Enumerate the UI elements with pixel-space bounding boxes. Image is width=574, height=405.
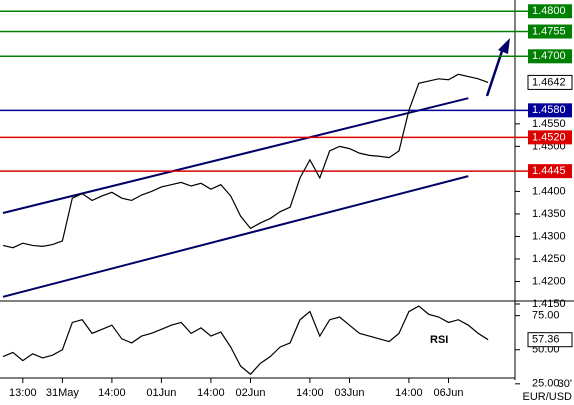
x-tick-label: 06Jun xyxy=(434,387,464,399)
rsi-title: RSI xyxy=(430,334,448,346)
y-tick-label: 1.4400 xyxy=(532,185,566,197)
level-label: 1.4445 xyxy=(532,165,566,177)
x-tick-label: 31May xyxy=(46,387,80,399)
price-line xyxy=(2,305,489,376)
level-box xyxy=(528,24,572,39)
y-tick-label: 1.4250 xyxy=(532,253,566,265)
last-box xyxy=(527,74,573,90)
timeframe: 30' xyxy=(558,378,572,390)
last-label: 1.4642 xyxy=(532,76,566,88)
price-line xyxy=(2,73,489,249)
channel-line xyxy=(2,175,469,298)
x-tick-label: 14:00 xyxy=(296,387,324,399)
x-tick-label: 13:00 xyxy=(9,387,37,399)
y-tick-label: 1.4350 xyxy=(532,208,566,220)
level-label: 1.4800 xyxy=(532,5,566,17)
level-label: 1.4520 xyxy=(532,131,566,143)
symbol: EUR/USD xyxy=(522,391,572,403)
x-tick-label: 01Jun xyxy=(146,387,176,399)
level-box xyxy=(528,4,572,19)
x-tick-label: 14:00 xyxy=(98,387,126,399)
y-tick-label: 25.00 xyxy=(532,378,560,390)
level-label: 1.4755 xyxy=(532,25,566,37)
y-tick-label: 1.4150 xyxy=(532,298,566,310)
level-label: 1.4580 xyxy=(532,104,566,116)
y-tick-label: 75.00 xyxy=(532,310,560,322)
y-tick-label: 1.4300 xyxy=(532,230,566,242)
y-tick-label: 1.4550 xyxy=(532,118,566,130)
level-box xyxy=(528,103,572,118)
last-label: 57.36 xyxy=(532,334,560,346)
level-box xyxy=(528,49,572,64)
x-tick-label: 14:00 xyxy=(395,387,423,399)
x-tick-label: 14:00 xyxy=(197,387,225,399)
x-tick-label: 03Jun xyxy=(335,387,365,399)
last-box xyxy=(527,332,573,348)
x-tick-label: 02Jun xyxy=(236,387,266,399)
arrow-head xyxy=(498,38,510,54)
level-label: 1.4700 xyxy=(532,50,566,62)
level-box xyxy=(528,130,572,145)
y-tick-label: 1.4200 xyxy=(532,275,566,287)
level-box xyxy=(528,164,572,179)
